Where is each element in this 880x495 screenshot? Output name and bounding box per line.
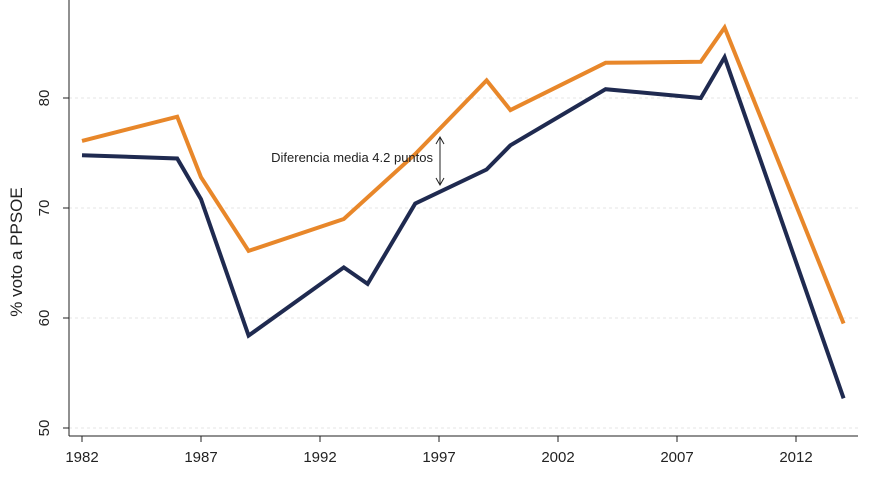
y-tick-label: 70 [36, 200, 53, 217]
x-tick-label: 2007 [660, 449, 693, 466]
x-tick-label: 2002 [541, 449, 574, 466]
annotation-arrowhead-top [435, 135, 445, 145]
x-tick-label: 1982 [65, 449, 98, 466]
y-axis-ticks: 5060708090 [36, 90, 69, 437]
y-tick-label: 50 [36, 420, 53, 437]
x-axis-ticks: 1982 1987 1992 1997 2002 2007 2012 [65, 436, 813, 466]
annotation-text: Diferencia media 4.2 puntos [271, 150, 433, 165]
series-lines [81, 23, 846, 399]
x-tick-label: 1992 [303, 449, 336, 466]
annotation-arrowhead-bottom [435, 177, 445, 187]
series-line-2 [81, 52, 846, 399]
y-tick-label: 80 [36, 90, 53, 107]
y-tick-label: 60 [36, 310, 53, 327]
annotation: Diferencia media 4.2 puntos [271, 135, 445, 187]
series-line-1 [81, 23, 846, 325]
x-tick-label: 1997 [422, 449, 455, 466]
y-axis-title: % voto a PPSOE [7, 187, 26, 316]
x-tick-label: 1987 [184, 449, 217, 466]
x-tick-label: 2012 [779, 449, 812, 466]
